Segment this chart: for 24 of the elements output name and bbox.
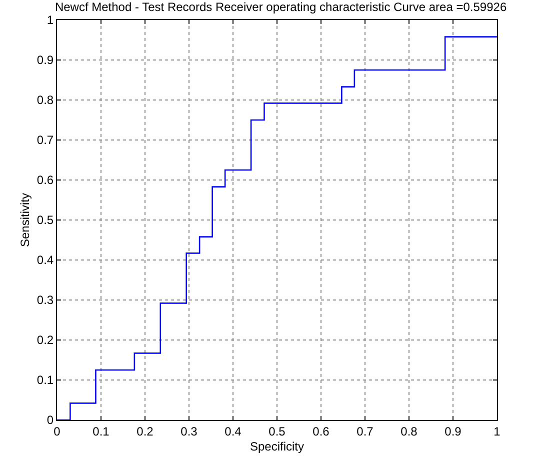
y-tick-label: 0.1 <box>36 373 54 388</box>
y-tick-label: 0.2 <box>36 333 54 348</box>
y-tick-label: 0.5 <box>36 213 54 228</box>
x-tick-label: 0.4 <box>224 424 242 438</box>
y-axis-title: Sensitivity <box>18 192 32 248</box>
y-tick-label: 0.4 <box>36 253 54 268</box>
y-tick-label: 1 <box>46 13 54 28</box>
y-tick-label: 0.7 <box>36 133 54 148</box>
x-tick-label: 0.2 <box>136 424 154 438</box>
y-tick-label: 0 <box>46 413 54 428</box>
chart-title: Newcf Method - Test Records Receiver operating characteristic Curve area =0.59926 <box>54 0 507 14</box>
x-tick-label: 0.8 <box>400 424 418 438</box>
y-tick-label: 0.6 <box>36 173 54 188</box>
x-tick-label: 0.7 <box>356 424 374 438</box>
y-tick-label: 0.3 <box>36 293 54 308</box>
x-tick-label: 0.1 <box>92 424 110 438</box>
x-tick-label: 0.9 <box>444 424 462 438</box>
x-tick-label: 0.6 <box>312 424 330 438</box>
x-tick-label: 0.5 <box>268 424 286 438</box>
x-tick-label: 0.3 <box>180 424 198 438</box>
y-tick-label: 0.8 <box>36 93 54 108</box>
x-tick-label: 1 <box>494 424 501 438</box>
x-axis-title: Specificity <box>250 439 304 454</box>
y-tick-label: 0.9 <box>36 53 54 68</box>
